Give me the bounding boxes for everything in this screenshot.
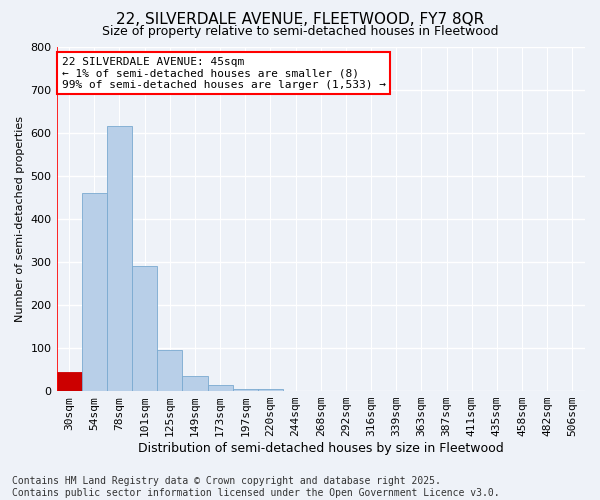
Bar bbox=[157, 350, 182, 391]
Bar bbox=[82, 193, 107, 391]
Bar bbox=[107, 126, 132, 391]
X-axis label: Distribution of semi-detached houses by size in Fleetwood: Distribution of semi-detached houses by … bbox=[138, 442, 503, 455]
Text: Size of property relative to semi-detached houses in Fleetwood: Size of property relative to semi-detach… bbox=[102, 25, 498, 38]
Bar bbox=[132, 266, 157, 391]
Bar bbox=[182, 376, 208, 391]
Bar bbox=[258, 389, 283, 391]
Y-axis label: Number of semi-detached properties: Number of semi-detached properties bbox=[15, 116, 25, 322]
Bar bbox=[56, 372, 82, 391]
Text: 22, SILVERDALE AVENUE, FLEETWOOD, FY7 8QR: 22, SILVERDALE AVENUE, FLEETWOOD, FY7 8Q… bbox=[116, 12, 484, 28]
Bar bbox=[208, 386, 233, 391]
Bar bbox=[233, 389, 258, 391]
Text: Contains HM Land Registry data © Crown copyright and database right 2025.
Contai: Contains HM Land Registry data © Crown c… bbox=[12, 476, 500, 498]
Text: 22 SILVERDALE AVENUE: 45sqm
← 1% of semi-detached houses are smaller (8)
99% of : 22 SILVERDALE AVENUE: 45sqm ← 1% of semi… bbox=[62, 57, 386, 90]
